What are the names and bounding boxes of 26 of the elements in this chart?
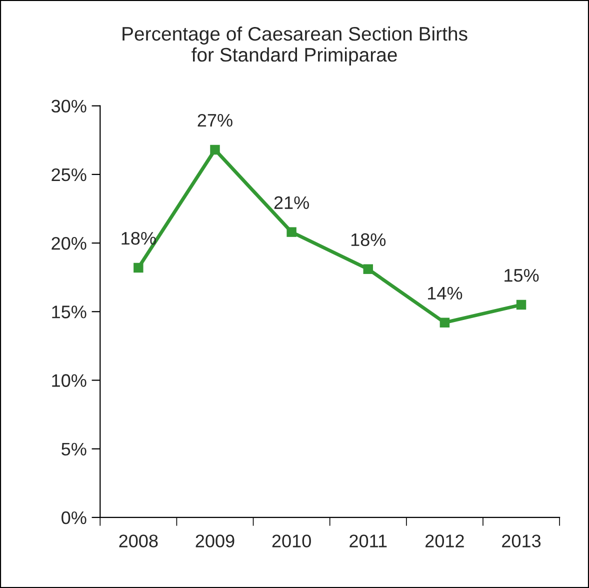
- point: [516, 300, 526, 310]
- point: [286, 227, 296, 237]
- chart-title: Percentage of Caesarean Section Births for Standard Primiparae: [122, 26, 468, 66]
- data-label: 15%: [504, 269, 539, 282]
- data-label: 21%: [274, 196, 309, 209]
- x-tick-label: 2012: [426, 534, 464, 548]
- x-tick-label: 2010: [272, 534, 311, 548]
- point: [440, 318, 450, 328]
- y-tick-label: 30%: [51, 100, 86, 113]
- x-tick-label: 2008: [119, 534, 158, 548]
- point: [363, 264, 373, 274]
- y-tick-label: 25%: [52, 168, 86, 182]
- y-tick-label: 15%: [52, 306, 86, 318]
- y-tick-label: 20%: [52, 236, 86, 250]
- x-tick-label: 2009: [196, 534, 234, 548]
- y-tick-label: 0%: [62, 511, 86, 524]
- point: [134, 262, 144, 273]
- data-label: 18%: [122, 232, 156, 245]
- y-tick-label: 10%: [52, 374, 86, 387]
- x-tick-label: 2011: [350, 534, 387, 548]
- y-tick-label: 5%: [62, 442, 86, 456]
- data-label: 27%: [198, 114, 232, 127]
- x-tick-label: 2013: [502, 534, 541, 548]
- data-label: 18%: [351, 233, 386, 246]
- point: [210, 144, 220, 155]
- data-label: 14%: [428, 286, 462, 300]
